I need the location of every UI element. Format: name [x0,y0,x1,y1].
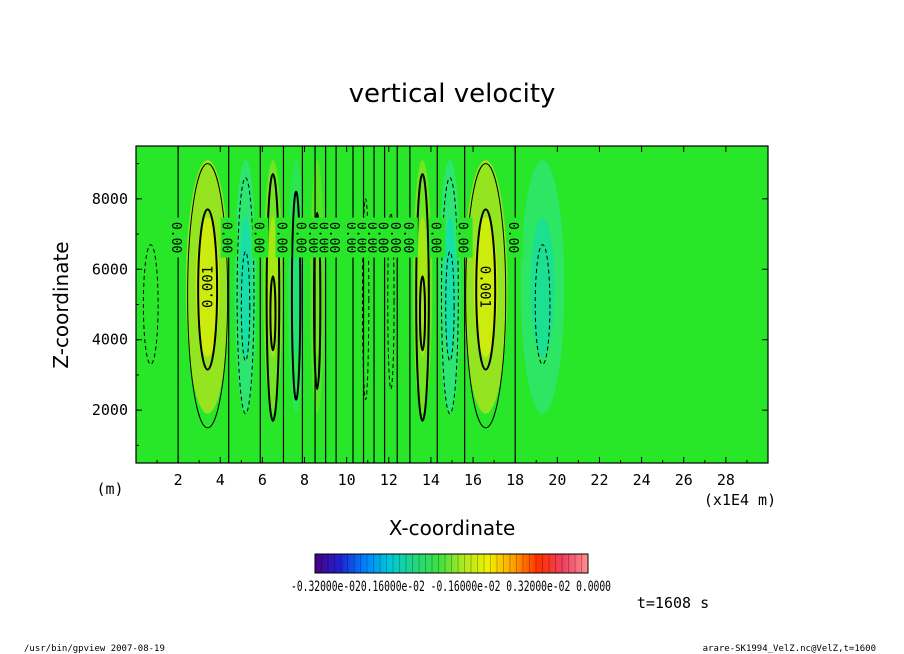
contour-label-bg [401,217,418,258]
x-tick-label: 8 [300,471,309,489]
x-tick-label: 26 [675,471,693,489]
x-tick-label: 16 [464,471,482,489]
colorbar-tick-labels: -0.32000e-020.16000e-02 -0.16000e-02 0.3… [291,579,611,595]
chart-title: vertical velocity [349,79,556,109]
x-tick-label: 18 [506,471,524,489]
contour-label-bg [275,217,292,258]
contour-label-bg [294,217,311,258]
plot-field: 0.00 0.00 0.00 0.00 0.000.000.000.00 0.000.00… [136,146,768,463]
y-axis-ticks: 2000 4000 6000 8000 [92,163,768,446]
positive-contours [187,163,507,429]
negative-contours [142,177,551,415]
contour-label-bg [220,217,237,258]
colorbar-frame [314,553,589,574]
x-axis-label: X-coordinate [389,516,516,540]
time-label: t=1608 s [637,594,709,612]
zero-contours [177,146,516,463]
zero-contour-label: 0.00 [250,222,265,253]
x-tick-label: 10 [338,471,356,489]
max-contour-label: 0.001 [477,266,493,308]
positive-contour [269,275,277,352]
positive-contour [265,173,281,422]
colorbar-ticks [321,554,582,573]
field-anomaly-core [443,217,456,357]
zero-contour-label: 0.00 [364,222,379,253]
zero-contour-label: 0.00 [326,222,341,253]
x-unit-right: (x1E4 m) [704,491,776,509]
positive-contour [290,190,302,401]
negative-contour [534,244,551,365]
y-tick-label: 8000 [92,190,128,208]
zero-contour-label: 0.00 [316,222,331,253]
contour-label-bg [507,217,524,258]
positive-contour [197,208,219,371]
colorbar [314,553,589,574]
zero-contour-label: 0.00 [354,222,369,253]
zero-contour-label: 0.00 [455,222,470,253]
footer-left: /usr/bin/gpview 2007-08-19 [24,644,165,654]
zero-contour-label: 0.00 [343,222,358,253]
field-anomaly-core [195,217,220,357]
x-tick-label: 2 [174,471,183,489]
zero-contour-label: 0.00 [387,222,402,253]
y-tick-label: 4000 [92,331,128,349]
footer-right: arare-SK1994_VelZ.nc@VelZ,t=1600 [703,644,876,654]
field-anomaly-core [417,217,428,357]
max-contour-label: 0.001 [201,266,217,308]
x-tick-label: 24 [633,471,651,489]
zero-contour-label: 0.00 [168,222,183,253]
contour-labels: 0.00 0.00 0.00 0.00 0.000.000.000.00 0.000.00… [168,217,524,308]
x-tick-label: 28 [717,471,735,489]
x-tick-label: 14 [422,471,440,489]
contour-label-bg [252,217,269,258]
positive-contour [418,275,427,352]
negative-contour [361,198,370,401]
positive-contour [475,208,497,371]
contour-label-bg [328,217,345,258]
zero-contour-label: 0.00 [375,222,390,253]
zero-contour-label: 0.00 [400,222,415,253]
contour-label-bg [389,217,406,258]
x-axis-ticks: 2 4 6 8 10 12 14 16 18 20 22 24 26 28 [156,146,748,489]
zero-contour-label: 0.00 [427,222,442,253]
field-anomaly-core [239,217,252,357]
negative-contour [236,177,255,415]
y-tick-label: 6000 [92,260,128,278]
positive-contour [465,163,507,429]
x-tick-label: 12 [380,471,398,489]
zero-contour-label: 0.00 [305,222,320,253]
zero-contour-label: 0.00 [273,222,288,253]
x-tick-label: 22 [590,471,608,489]
negative-contour [445,251,455,362]
y-tick-label: 2000 [92,401,128,419]
x-tick-label: 6 [258,471,267,489]
positive-contour [187,163,229,429]
field-anomaly-core [473,217,498,357]
zero-contour-label: 0.00 [219,222,234,253]
negative-contour [142,244,159,365]
field-anomaly [234,160,257,414]
negative-contour [440,177,459,415]
x-unit-left: (m) [96,480,123,498]
positive-contour [415,173,430,422]
contour-label-bg [170,217,187,258]
negative-contour [387,212,395,390]
y-axis-label: Z-coordinate [49,241,73,368]
negative-contour [240,251,251,362]
contour-label-bg [429,217,446,258]
field-anomaly [520,160,565,414]
positive-contour [313,211,322,391]
x-tick-label: 20 [548,471,566,489]
zero-contour-label: 0.00 [292,222,307,253]
zero-contour-label: 0.00 [505,222,520,253]
x-tick-label: 4 [216,471,225,489]
contour-label-bg [456,217,473,258]
field-anomaly-core [530,217,555,357]
contour-label-bg [376,217,393,258]
